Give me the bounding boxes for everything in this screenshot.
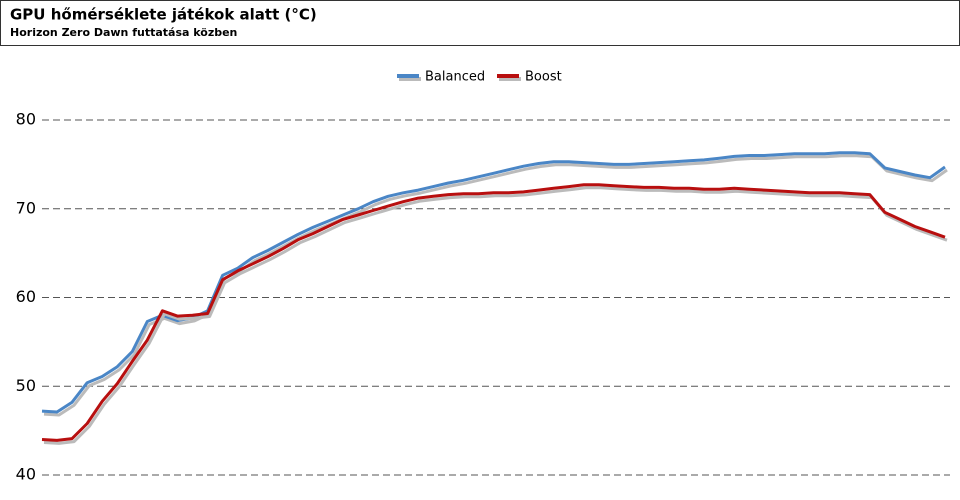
series-line bbox=[41, 183, 946, 442]
line-shadow bbox=[43, 154, 948, 417]
y-tick-label: 70 bbox=[16, 198, 36, 217]
y-tick-label: 50 bbox=[16, 376, 36, 395]
chart-title: GPU hőmérséklete játékok alatt (°C) bbox=[10, 6, 317, 24]
legend-label: Balanced bbox=[425, 70, 485, 85]
legend-label: Boost bbox=[525, 70, 562, 85]
y-tick-label: 60 bbox=[16, 287, 36, 306]
chart-subtitle: Horizon Zero Dawn futtatása közben bbox=[10, 26, 237, 39]
line-shadow bbox=[43, 186, 948, 445]
header-box bbox=[0, 0, 960, 46]
y-tick-label: 40 bbox=[16, 465, 36, 484]
y-tick-label: 80 bbox=[16, 110, 36, 129]
